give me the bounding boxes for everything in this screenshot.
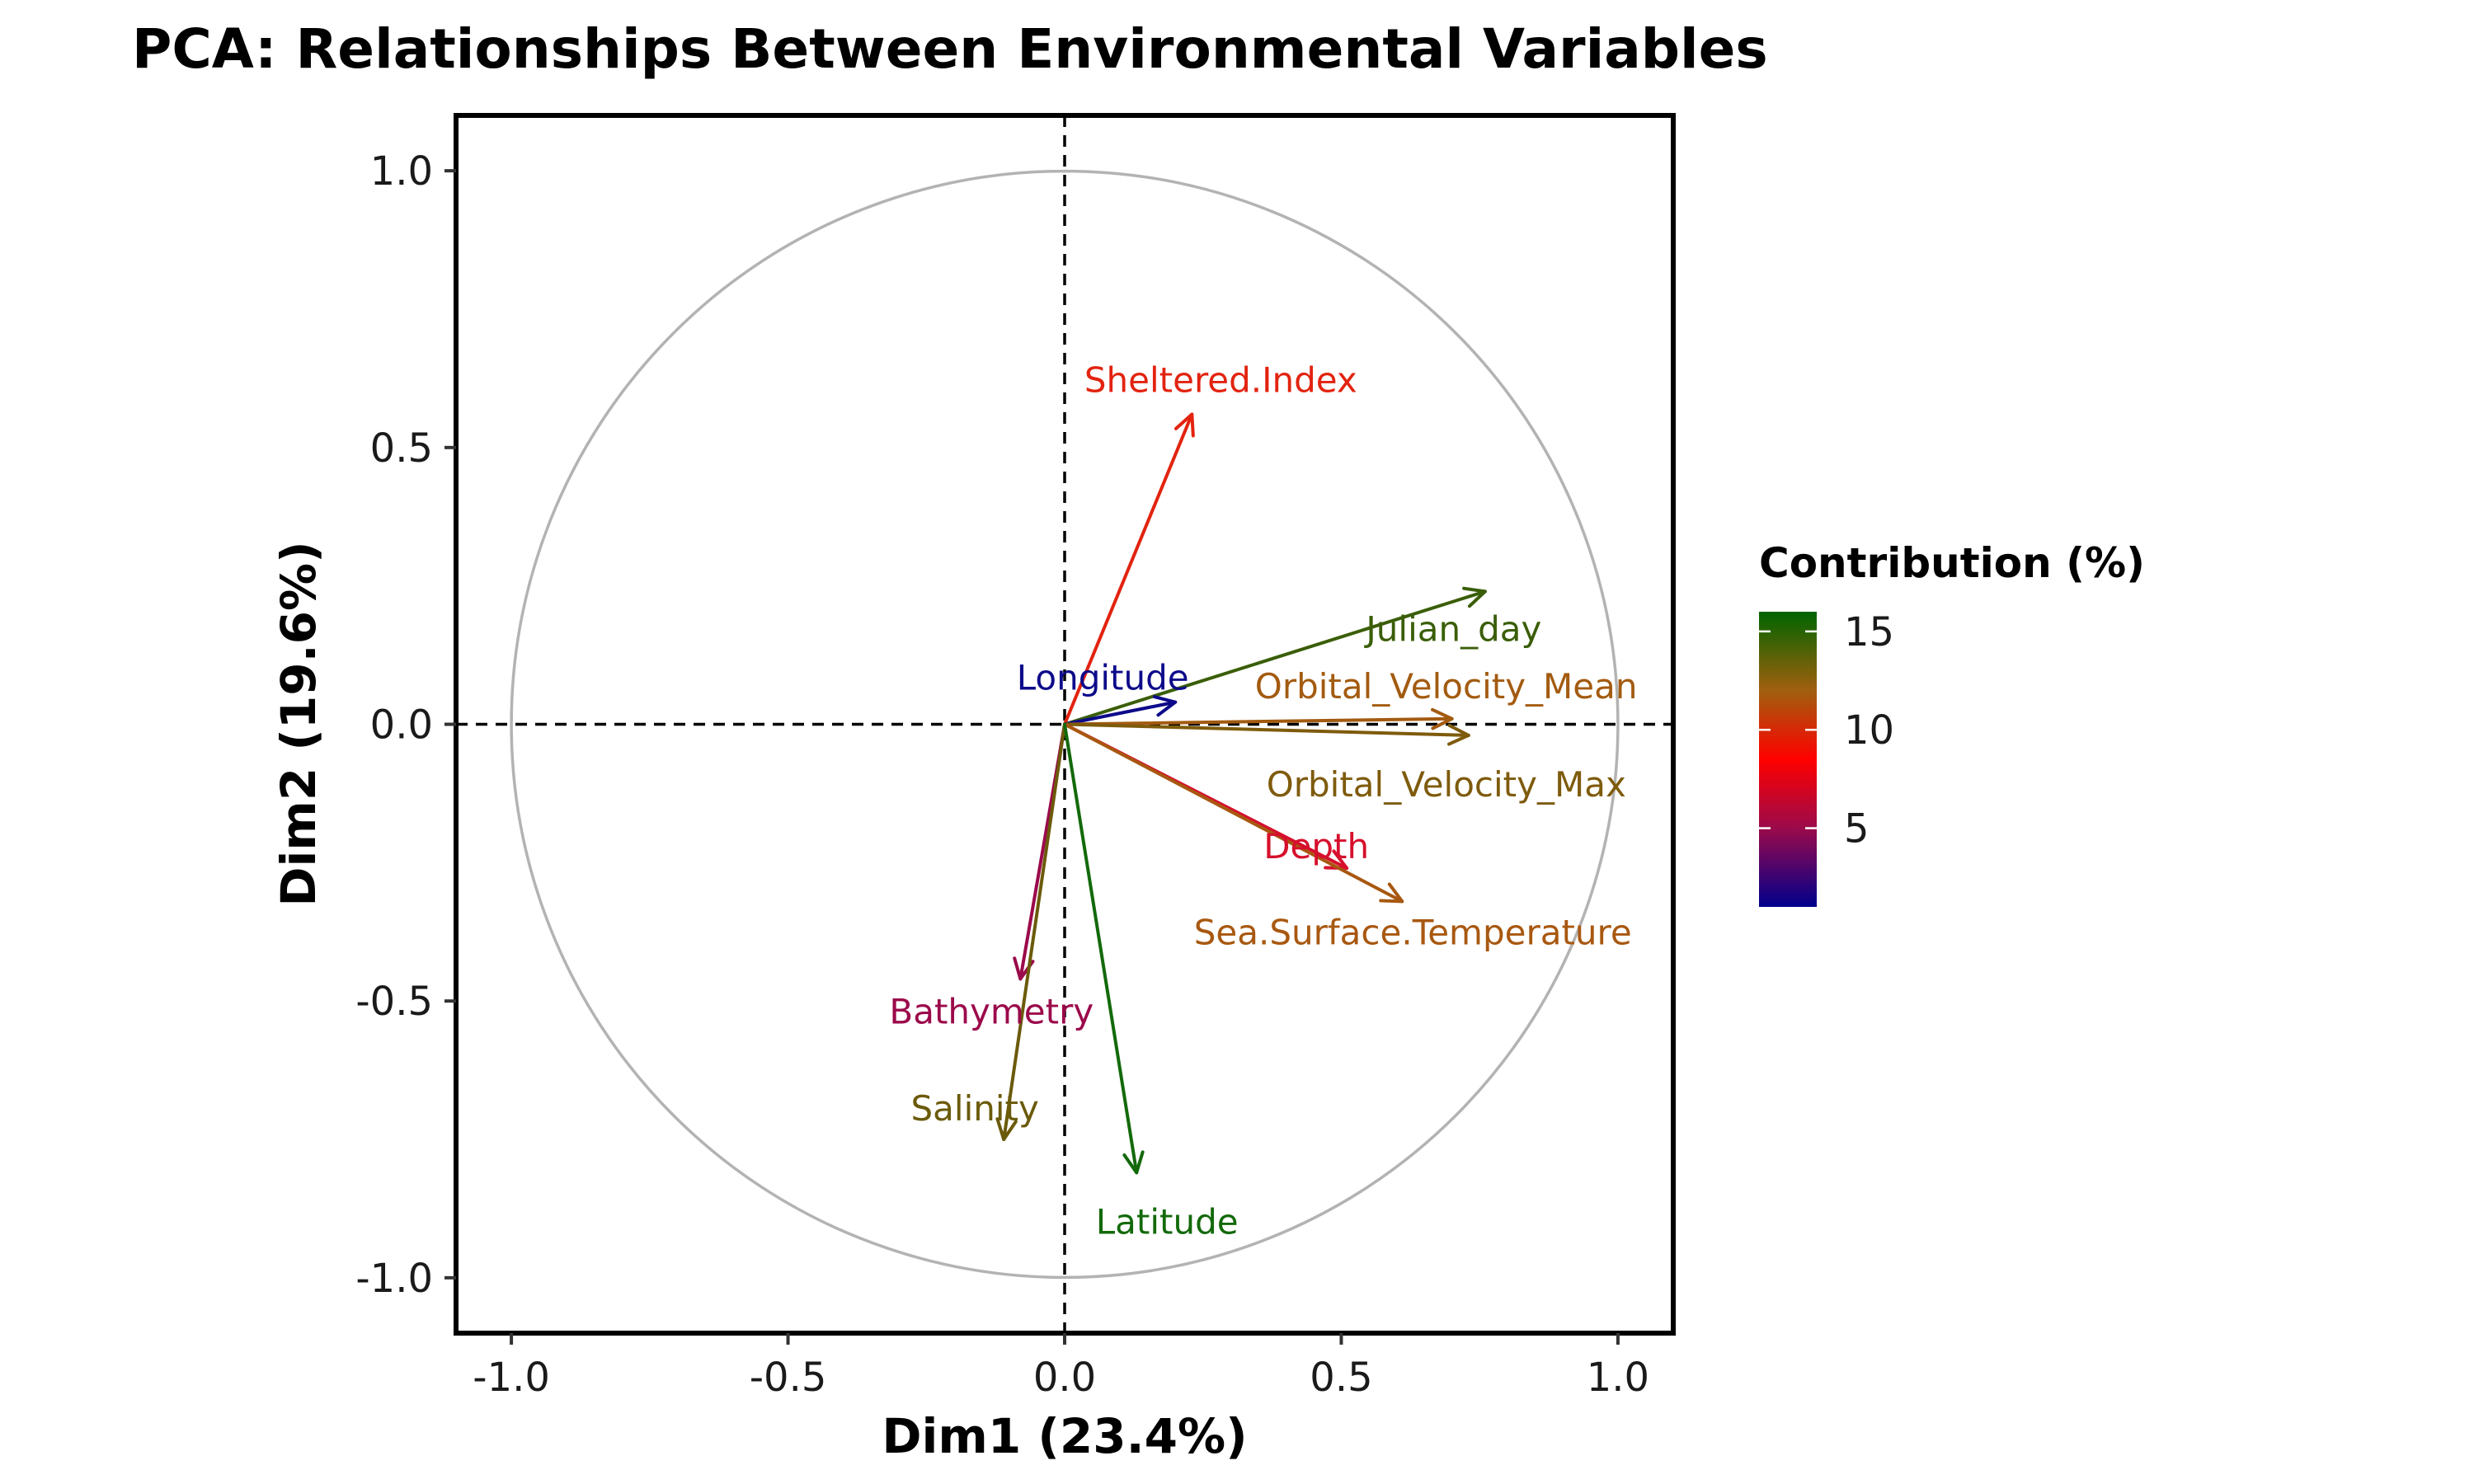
- variable-label-bathymetry: Bathymetry: [889, 991, 1094, 1031]
- plot-area: Sheltered.Index Julian_day Longitude Orbita…: [355, 113, 1676, 1401]
- y-tick-label: 0.5: [370, 425, 433, 472]
- legend-tick-label: 15: [1844, 609, 1894, 655]
- arrow-head: [995, 1117, 1018, 1142]
- y-tick-label: -1.0: [355, 1256, 433, 1302]
- arrow-head: [1324, 849, 1349, 871]
- variable-label-orbital-velocity-max: Orbital_Velocity_Max: [1267, 764, 1626, 805]
- y-tick-label: -0.5: [355, 979, 433, 1025]
- arrow-head: [1462, 586, 1487, 608]
- x-tick-label: 0.0: [1033, 1355, 1096, 1401]
- x-tick-label: -1.0: [473, 1355, 550, 1401]
- variable-arrow-sea-surface-temperature: [1063, 722, 1404, 904]
- variable-label-sheltered-index: Sheltered.Index: [1084, 360, 1357, 401]
- legend-tick-label: 5: [1844, 806, 1870, 852]
- x-tick-label: 0.5: [1310, 1355, 1372, 1401]
- arrow-head: [1122, 1150, 1145, 1175]
- arrow-head: [1152, 695, 1178, 717]
- arrow-shaft: [1063, 722, 1139, 1175]
- variable-arrow-orbital-velocity-mean: [1063, 707, 1454, 730]
- arrow-shaft: [1002, 722, 1066, 1142]
- arrow-head: [1174, 412, 1195, 438]
- variable-label-sea-surface-temperature: Sea.Surface.Temperature: [1194, 912, 1632, 952]
- variable-arrow-salinity: [995, 722, 1066, 1142]
- arrow-shaft: [1063, 412, 1194, 726]
- unit-circle: [510, 169, 1620, 1280]
- arrow-head: [1379, 882, 1404, 904]
- arrow-shaft: [1063, 722, 1404, 904]
- variable-label-latitude: Latitude: [1096, 1201, 1239, 1242]
- variable-arrow-orbital-velocity-max: [1063, 722, 1470, 746]
- arrow-shaft: [1063, 589, 1487, 726]
- variable-label-julian-day: Julian_day: [1363, 608, 1541, 649]
- arrow-shaft: [1063, 716, 1454, 726]
- variable-arrow-latitude: [1063, 722, 1145, 1175]
- arrow-shaft: [1063, 722, 1470, 737]
- arrow-shaft: [1063, 700, 1178, 726]
- x-tick-label: 1.0: [1587, 1355, 1649, 1401]
- legend: Contribution (%) 5 10 15: [1759, 539, 2145, 907]
- legend-tick-label: 10: [1844, 707, 1894, 754]
- variable-label-orbital-velocity-mean: Orbital_Velocity_Mean: [1255, 666, 1638, 707]
- x-tick-label: -0.5: [750, 1355, 827, 1401]
- variable-arrow-julian-day: [1063, 586, 1487, 726]
- y-tick-label: 0.0: [370, 702, 433, 749]
- legend-title: Contribution (%): [1759, 539, 2145, 587]
- y-axis-title: Dim2 (19.6%): [270, 541, 327, 906]
- variable-arrow-sheltered-index: [1063, 412, 1195, 726]
- variable-arrow-longitude: [1063, 695, 1178, 726]
- variable-arrow-bathymetry: [1013, 722, 1066, 981]
- variable-label-longitude: Longitude: [1017, 658, 1189, 698]
- variable-label-salinity: Salinity: [911, 1088, 1039, 1129]
- legend-colorbar: [1759, 612, 1817, 907]
- y-tick-label: 1.0: [370, 148, 433, 195]
- chart-title: PCA: Relationships Between Environmental…: [132, 17, 1768, 81]
- arrow-head: [1431, 707, 1454, 730]
- arrow-head: [1447, 724, 1470, 746]
- x-axis-title: Dim1 (23.4%): [882, 1408, 1247, 1464]
- variable-label-depth: Depth: [1263, 826, 1369, 866]
